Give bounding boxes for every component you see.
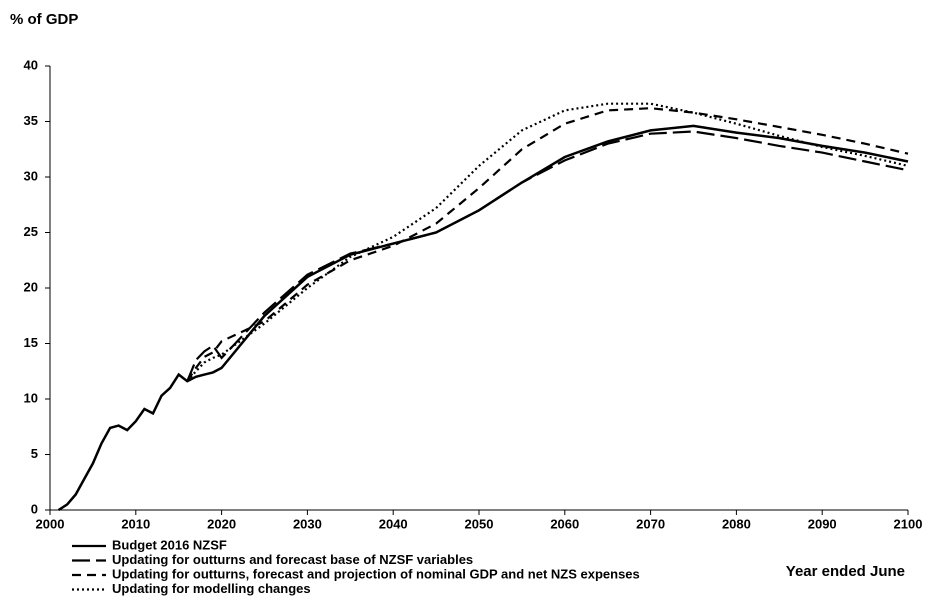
y-tick-label: 20 — [24, 279, 38, 294]
y-tick-label: 35 — [24, 113, 38, 128]
x-tick-label: 2000 — [36, 516, 65, 531]
series-line — [186, 102, 909, 382]
x-tick-label: 2010 — [121, 516, 150, 531]
legend-label: Updating for outturns and forecast base … — [112, 552, 473, 567]
series-line — [57, 124, 909, 512]
y-axis-label: % of GDP — [10, 11, 78, 28]
y-tick-label: 25 — [24, 224, 38, 239]
x-tick-label: 2040 — [379, 516, 408, 531]
y-tick-label: 40 — [24, 57, 38, 72]
y-tick-label: 5 — [31, 446, 38, 461]
x-tick-label: 2100 — [894, 516, 923, 531]
legend-label: Updating for modelling changes — [112, 581, 311, 596]
series-line — [186, 107, 909, 382]
y-tick-label: 15 — [24, 335, 38, 350]
x-tick-label: 2090 — [808, 516, 837, 531]
x-tick-label: 2070 — [636, 516, 665, 531]
y-tick-label: 30 — [24, 168, 38, 183]
series-line — [186, 130, 909, 382]
x-tick-label: 2030 — [293, 516, 322, 531]
y-tick-label: 0 — [31, 501, 38, 516]
legend-label: Budget 2016 NZSF — [112, 537, 227, 552]
legend-label: Updating for outturns, forecast and proj… — [112, 566, 640, 581]
x-tick-label: 2080 — [722, 516, 751, 531]
x-tick-label: 2060 — [550, 516, 579, 531]
x-tick-label: 2050 — [465, 516, 494, 531]
x-tick-label: 2020 — [207, 516, 236, 531]
x-axis-label: Year ended June — [786, 563, 905, 580]
y-tick-label: 10 — [24, 390, 38, 405]
